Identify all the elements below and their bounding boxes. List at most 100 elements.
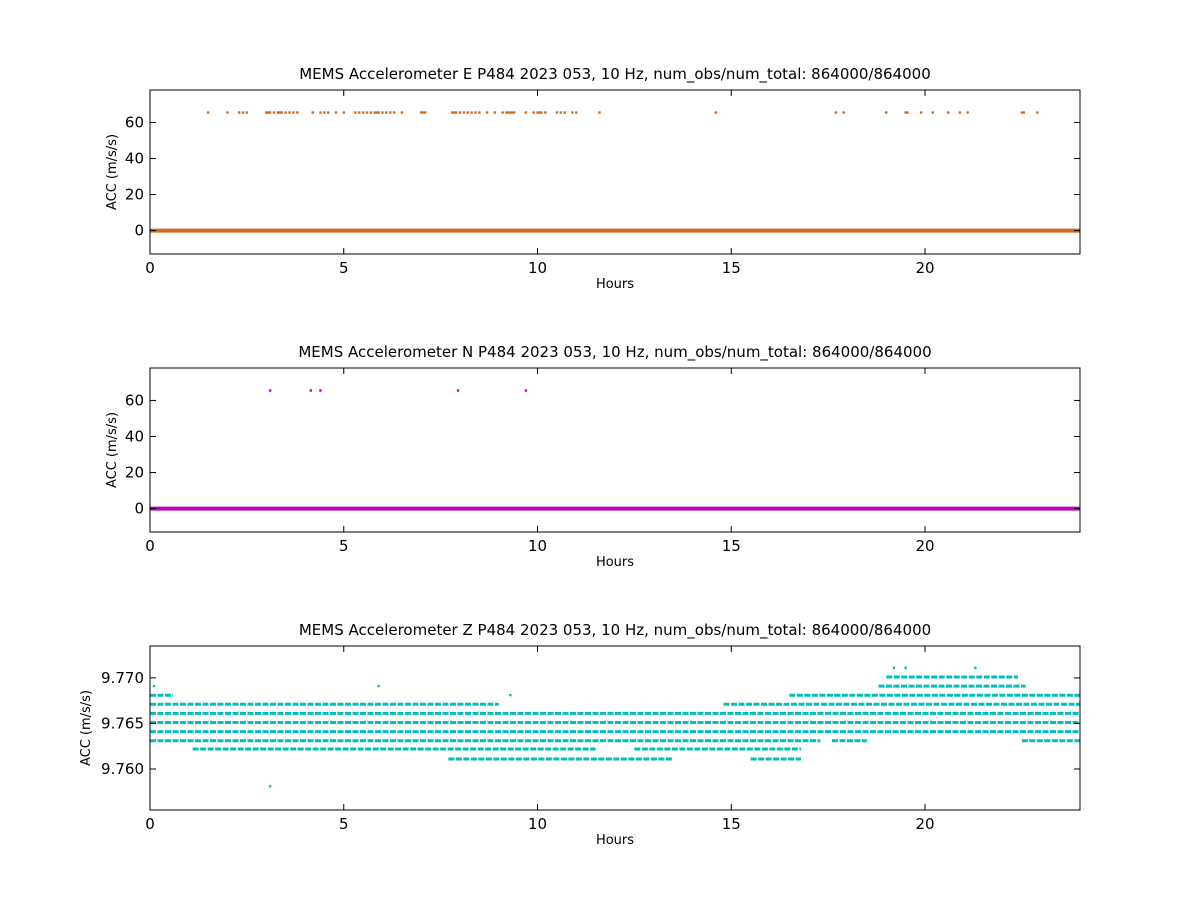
data-point — [296, 111, 299, 114]
data-point — [466, 111, 469, 114]
data-point — [485, 111, 489, 114]
chart-panel-1: MEMS Accelerometer E P484 2023 053, 10 H… — [105, 65, 1081, 292]
plot-frame — [149, 89, 1081, 255]
data-point — [392, 111, 396, 114]
data-marks — [150, 111, 1080, 233]
data-marks — [150, 389, 1080, 511]
data-point — [237, 111, 241, 114]
data-point — [375, 111, 378, 114]
data-point — [931, 111, 934, 114]
y-tick-label: 9.770 — [101, 669, 144, 687]
chart-title: MEMS Accelerometer N P484 2023 053, 10 H… — [298, 343, 931, 362]
data-point — [563, 111, 566, 114]
y-tick-label: 40 — [125, 427, 144, 445]
chart-panel-3: MEMS Accelerometer Z P484 2023 053, 10 H… — [79, 621, 1081, 848]
y-tick-label: 60 — [125, 391, 144, 409]
x-tick-label: 5 — [339, 815, 349, 833]
data-point — [278, 111, 282, 114]
data-point — [904, 111, 907, 114]
data-point — [474, 111, 477, 114]
data-point — [575, 111, 578, 114]
data-point — [919, 111, 923, 114]
data-point — [1020, 111, 1024, 114]
data-point — [538, 111, 541, 114]
data-point — [555, 111, 559, 114]
data-point — [571, 111, 574, 114]
data-point — [327, 111, 330, 114]
data-point — [381, 111, 384, 114]
data-point — [323, 111, 326, 114]
x-tick-label: 20 — [915, 815, 934, 833]
data-point — [423, 111, 427, 114]
data-point — [451, 111, 454, 114]
x-tick-label: 10 — [528, 259, 547, 277]
data-point — [385, 111, 388, 114]
x-axis-label: Hours — [596, 277, 634, 292]
data-point — [454, 111, 458, 114]
data-point — [206, 111, 210, 114]
data-point — [361, 111, 365, 114]
data-point — [456, 389, 460, 392]
x-tick-label: 15 — [722, 259, 741, 277]
data-point — [834, 111, 838, 114]
x-axis-label: Hours — [596, 833, 634, 848]
x-tick-label: 10 — [528, 815, 547, 833]
chart-panel-2: MEMS Accelerometer N P484 2023 053, 10 H… — [105, 343, 1081, 570]
x-tick-label: 0 — [145, 815, 155, 833]
data-point — [536, 111, 539, 114]
data-point — [309, 389, 313, 392]
data-point — [509, 111, 512, 114]
x-tick-label: 20 — [915, 537, 934, 555]
data-point — [462, 111, 466, 114]
data-point — [524, 389, 528, 392]
data-point — [532, 111, 535, 114]
data-point — [892, 666, 896, 670]
data-point — [245, 111, 249, 114]
data-marks — [150, 666, 1080, 788]
plot-frame — [149, 367, 1081, 533]
data-point — [311, 111, 314, 114]
data-point — [478, 111, 481, 114]
data-point — [152, 684, 156, 688]
x-tick-label: 20 — [915, 259, 934, 277]
data-point — [540, 111, 543, 114]
data-point — [509, 694, 512, 697]
data-point — [365, 111, 369, 114]
chart-title: MEMS Accelerometer E P484 2023 053, 10 H… — [299, 65, 931, 84]
data-point — [458, 111, 462, 114]
y-tick-label: 0 — [134, 222, 144, 240]
data-point — [268, 111, 272, 114]
data-point — [470, 111, 473, 114]
data-point — [420, 111, 423, 114]
data-point — [266, 111, 270, 114]
data-point — [513, 111, 516, 114]
data-point — [292, 111, 295, 114]
data-point — [966, 111, 969, 114]
chart-title: MEMS Accelerometer Z P484 2023 053, 10 H… — [299, 621, 931, 640]
data-point — [842, 111, 845, 114]
data-point — [1036, 111, 1039, 114]
data-point — [904, 666, 907, 670]
y-tick-label: 9.760 — [101, 760, 144, 778]
data-point — [947, 111, 950, 114]
data-point — [354, 111, 357, 114]
x-axis-label: Hours — [596, 555, 634, 570]
data-point — [544, 111, 547, 114]
y-tick-label: 0 — [134, 500, 144, 518]
data-point — [1022, 111, 1026, 114]
data-point — [714, 111, 717, 114]
data-point — [505, 111, 508, 114]
x-tick-label: 0 — [145, 259, 155, 277]
data-point — [284, 111, 287, 114]
y-axis-label: ACC (m/s/s) — [105, 412, 120, 488]
data-point — [373, 111, 376, 114]
data-point — [511, 111, 514, 114]
data-point — [400, 111, 404, 114]
x-tick-label: 0 — [145, 537, 155, 555]
data-point — [288, 111, 291, 114]
data-point — [421, 111, 425, 114]
data-point — [974, 666, 977, 670]
data-point — [272, 111, 276, 114]
y-axis-label: ACC (m/s/s) — [79, 690, 94, 766]
